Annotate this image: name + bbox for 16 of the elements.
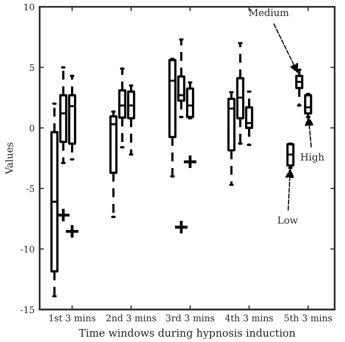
x-tick-label: 5th 3 mins — [284, 314, 332, 322]
text: Low — [278, 216, 298, 224]
y-tick-label: 10 — [24, 4, 34, 10]
y-axis-title: Values — [5, 142, 13, 174]
text: Medium — [248, 8, 289, 16]
y-tick-label: -15 — [20, 306, 34, 314]
x-tick-label: 1st 3 mins — [50, 314, 96, 322]
y-tick-label: 0 — [30, 124, 34, 132]
x-tick-label: 3rd 3 mins — [166, 314, 214, 322]
y-tick-label: 5 — [30, 64, 34, 71]
text: High — [300, 153, 324, 163]
x-tick-label: 4th 3 mins — [225, 314, 273, 322]
x-tick-label: 2nd 3 mins — [106, 314, 156, 322]
y-tick-label: -5 — [26, 185, 34, 192]
y-tick-label: -10 — [20, 246, 34, 253]
x-axis-title: Time windows during hypnosis induction — [78, 328, 296, 339]
